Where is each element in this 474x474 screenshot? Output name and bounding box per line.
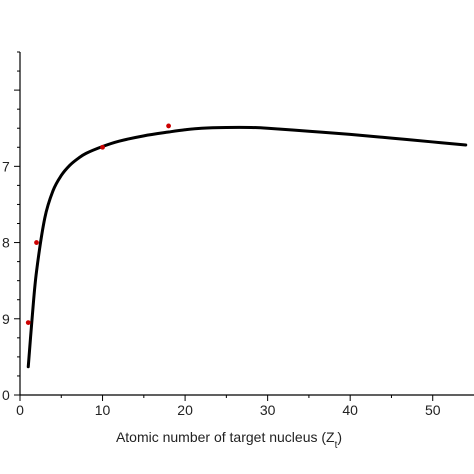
x-axis-title: Atomic number of target nucleus (Zt) — [116, 429, 342, 451]
y-axis-ticks: 7 8 9 0 — [2, 51, 20, 403]
y-tick-label: 9 — [2, 311, 10, 327]
x-axis-ticks: 0 10 20 30 40 50 — [16, 395, 441, 418]
x-tick-label: 30 — [260, 402, 276, 418]
x-tick-label: 0 — [16, 402, 24, 418]
series-layer — [25, 123, 468, 369]
x-tick-label: 20 — [177, 402, 193, 418]
x-tick-label: 50 — [425, 402, 441, 418]
y-tick-label: 7 — [2, 158, 10, 174]
data-point — [34, 240, 39, 245]
data-point — [166, 123, 171, 129]
y-tick-label: 8 — [2, 235, 10, 251]
x-tick-label: 40 — [342, 402, 358, 418]
x-tick-label: 10 — [95, 402, 111, 418]
y-tick-label-cropped: 0 — [2, 387, 10, 403]
series-line — [26, 125, 468, 369]
data-point — [25, 320, 31, 325]
data-point — [100, 144, 105, 150]
